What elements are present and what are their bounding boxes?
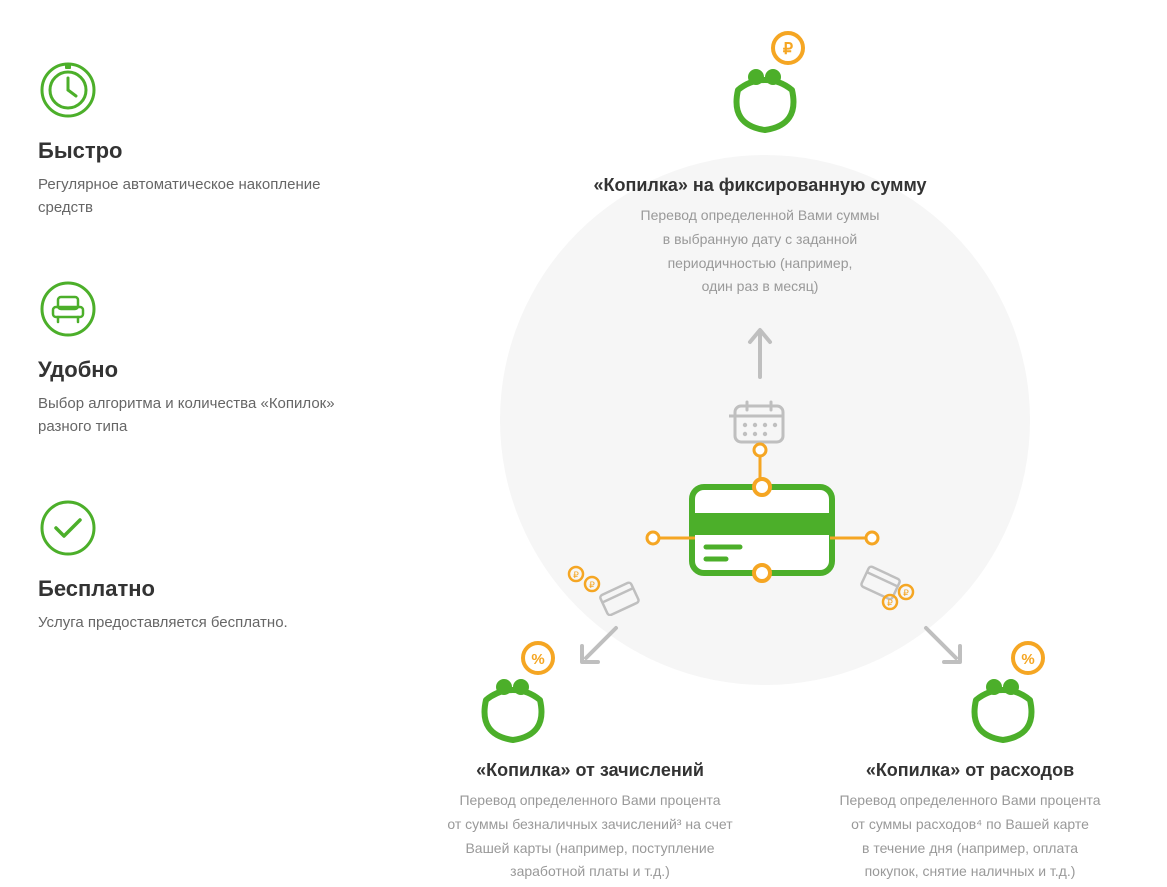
topic-title: «Копилка» на фиксированную сумму [560, 175, 960, 196]
purse-right-icon: % [958, 640, 1058, 755]
feature-desc: Выбор алгоритма и количества «Копилок» р… [38, 393, 358, 438]
feature-title: Быстро [38, 138, 358, 164]
topic-desc: Перевод определенной Вами суммы в выбран… [560, 204, 960, 299]
coins-right-icon: ₽ ₽ [876, 582, 916, 614]
armchair-icon [38, 279, 98, 339]
topic-fixed: «Копилка» на фиксированную сумму Перевод… [560, 175, 960, 299]
feature-desc: Регулярное автоматическое накопление сре… [38, 174, 358, 219]
topic-title: «Копилка» от расходов [800, 760, 1140, 781]
connector-right [830, 528, 880, 548]
feature-title: Удобно [38, 357, 358, 383]
checkmark-icon [38, 498, 98, 558]
svg-text:₽: ₽ [573, 570, 579, 580]
feature-free: Бесплатно Услуга предоставляется бесплат… [38, 498, 358, 635]
svg-text:%: % [531, 651, 544, 668]
topic-income: «Копилка» от зачислений Перевод определе… [420, 760, 760, 884]
connector-left [645, 528, 695, 548]
feature-fast: Быстро Регулярное автоматическое накопле… [38, 60, 358, 219]
svg-text:₽: ₽ [887, 598, 893, 608]
svg-text:₽: ₽ [783, 41, 793, 58]
card-icon [682, 475, 842, 585]
feature-convenient: Удобно Выбор алгоритма и количества «Коп… [38, 279, 358, 438]
arrow-down-left-icon [574, 620, 624, 670]
svg-text:%: % [1021, 651, 1034, 668]
feature-title: Бесплатно [38, 576, 358, 602]
sidebar: Быстро Регулярное автоматическое накопле… [38, 60, 358, 695]
purse-left-icon: % [468, 640, 568, 755]
svg-text:₽: ₽ [589, 580, 595, 590]
diagram: ₽ «Копилка» на фиксированную сумму Перев… [380, 0, 1160, 880]
topic-expenses: «Копилка» от расходов Перевод определенн… [800, 760, 1140, 884]
clock-icon [38, 60, 98, 120]
purse-top-icon: ₽ [720, 30, 820, 145]
calendar-icon [729, 398, 789, 446]
topic-desc: Перевод определенного Вами процента от с… [420, 789, 760, 884]
topic-desc: Перевод определенного Вами процента от с… [800, 789, 1140, 884]
card-mini-left-icon [596, 580, 642, 616]
feature-desc: Услуга предоставляется бесплатно. [38, 612, 358, 635]
arrow-up-icon [740, 322, 780, 382]
svg-text:₽: ₽ [903, 588, 909, 598]
topic-title: «Копилка» от зачислений [420, 760, 760, 781]
